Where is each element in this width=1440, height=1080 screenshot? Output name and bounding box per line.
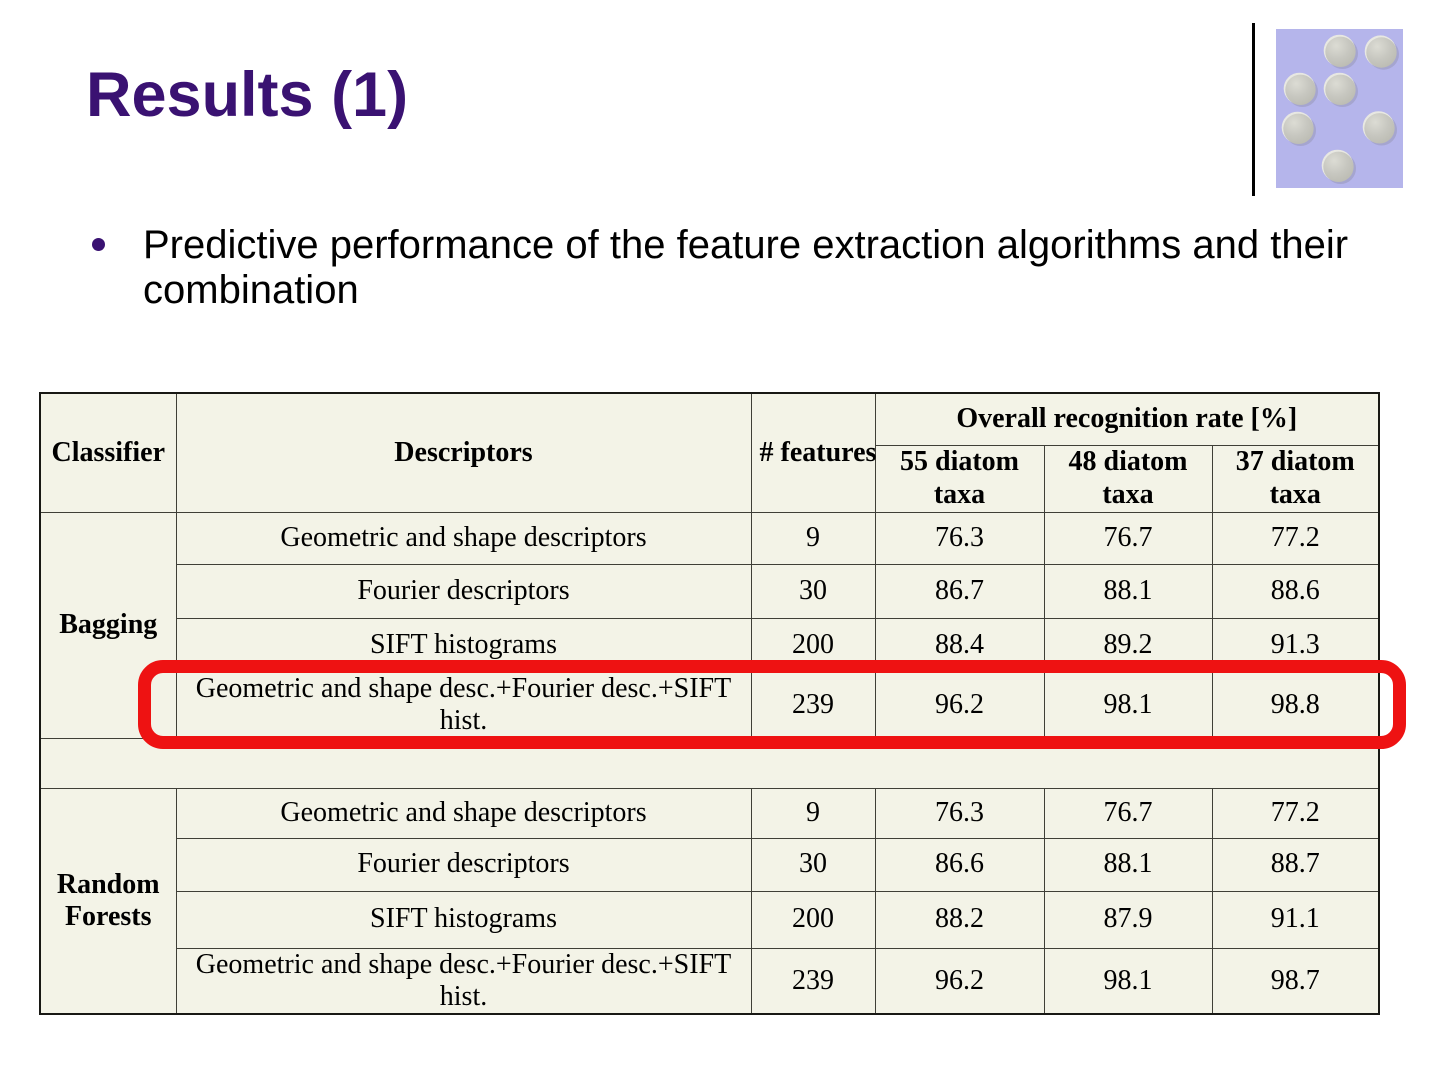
- cell-r48: 88.1: [1043, 563, 1213, 619]
- classifier-random-forests: Random Forests: [39, 787, 177, 1015]
- header-descriptors: Descriptors: [175, 392, 752, 513]
- cell-r55: 88.2: [874, 890, 1045, 949]
- cell-descriptor: SIFT histograms: [175, 617, 752, 673]
- header-overall-rate: Overall recognition rate [%]: [874, 392, 1380, 446]
- cell-r48: 98.1: [1043, 947, 1213, 1015]
- spacer-cell: [39, 737, 1380, 789]
- cell-r37: 91.3: [1211, 617, 1380, 673]
- cell-descriptor: SIFT histograms: [175, 890, 752, 949]
- cell-descriptor: Fourier descriptors: [175, 563, 752, 619]
- cell-r55: 86.7: [874, 563, 1045, 619]
- cell-r55: 96.2: [874, 671, 1045, 739]
- bullet-icon: [92, 238, 105, 251]
- diatom-logo: [1276, 29, 1403, 188]
- cell-r48: 87.9: [1043, 890, 1213, 949]
- cell-r37: 98.8: [1211, 671, 1380, 739]
- table-row: Random Forests Geometric and shape descr…: [39, 787, 1380, 1015]
- table-row: Geometric and shape desc.+Fourier desc.+…: [40, 947, 1380, 1015]
- cell-features: 239: [750, 947, 876, 1015]
- cell-r48: 76.7: [1043, 787, 1213, 839]
- table-row: SIFT histograms 200 88.4 89.2 91.3: [40, 617, 1380, 673]
- cell-features: 9: [750, 787, 876, 839]
- classifier-bagging: Bagging: [39, 511, 177, 739]
- cell-features: 239: [750, 671, 876, 739]
- cell-r37: 91.1: [1211, 890, 1380, 949]
- table-spacer-row: [39, 737, 1380, 789]
- cell-r48: 76.7: [1043, 511, 1213, 565]
- header-vertical-rule: [1252, 23, 1255, 196]
- cell-r37: 98.7: [1211, 947, 1380, 1015]
- cell-features: 200: [750, 617, 876, 673]
- cell-descriptor: Fourier descriptors: [175, 837, 752, 892]
- header-classifier: Classifier: [39, 392, 177, 513]
- header-taxa-37: 37 diatom taxa: [1211, 444, 1380, 513]
- cell-r55: 88.4: [874, 617, 1045, 673]
- cell-features: 30: [750, 837, 876, 892]
- cell-r55: 96.2: [874, 947, 1045, 1015]
- header-taxa-55: 55 diatom taxa: [874, 444, 1045, 513]
- table-row: Fourier descriptors 30 86.6 88.1 88.7: [40, 837, 1380, 892]
- cell-r55: 86.6: [874, 837, 1045, 892]
- table-row: Bagging Geometric and shape descriptors …: [39, 511, 1380, 739]
- cell-descriptor: Geometric and shape descriptors: [175, 511, 752, 565]
- page-title: Results (1): [86, 60, 409, 130]
- results-table: Classifier Descriptors # features Overal…: [39, 392, 1381, 1016]
- cell-r37: 77.2: [1211, 511, 1380, 565]
- cell-descriptor: Geometric and shape desc.+Fourier desc.+…: [175, 947, 752, 1015]
- table-row: Fourier descriptors 30 86.7 88.1 88.6: [40, 563, 1380, 619]
- table-row: SIFT histograms 200 88.2 87.9 91.1: [40, 890, 1380, 949]
- bullet-text: Predictive performance of the feature ex…: [143, 223, 1349, 312]
- logo-dots: [1281, 34, 1399, 184]
- cell-features: 9: [750, 511, 876, 565]
- cell-r48: 88.1: [1043, 837, 1213, 892]
- cell-r55: 76.3: [874, 511, 1045, 565]
- cell-r37: 88.6: [1211, 563, 1380, 619]
- cell-descriptor: Geometric and shape descriptors: [175, 787, 752, 839]
- table-row-highlighted: Geometric and shape desc.+Fourier desc.+…: [40, 671, 1380, 739]
- cell-features: 200: [750, 890, 876, 949]
- header-features: # features: [750, 392, 876, 513]
- cell-features: 30: [750, 563, 876, 619]
- header-taxa-48: 48 diatom taxa: [1043, 444, 1213, 513]
- cell-r48: 98.1: [1043, 671, 1213, 739]
- table-header-row-1: Classifier Descriptors # features Overal…: [39, 392, 1380, 513]
- cell-r37: 77.2: [1211, 787, 1380, 839]
- cell-r48: 89.2: [1043, 617, 1213, 673]
- cell-r55: 76.3: [874, 787, 1045, 839]
- cell-descriptor: Geometric and shape desc.+Fourier desc.+…: [175, 671, 752, 739]
- cell-r37: 88.7: [1211, 837, 1380, 892]
